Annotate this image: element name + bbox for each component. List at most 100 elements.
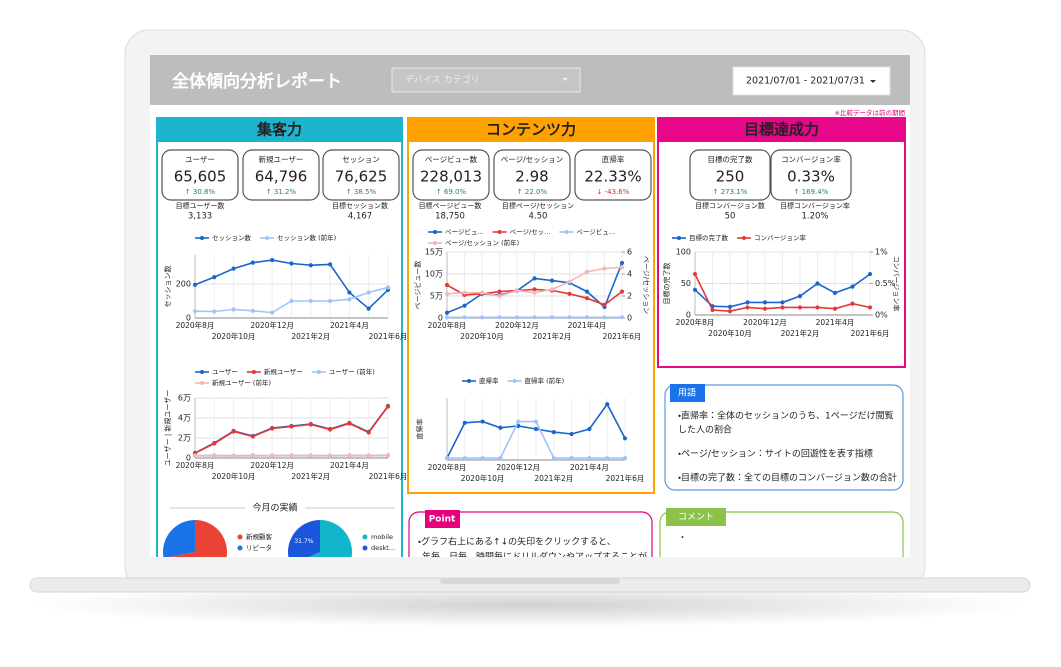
- x-tick-label: 2020年8月: [676, 317, 715, 327]
- kpi-label: 新規ユーザー: [259, 155, 304, 164]
- data-point: [385, 285, 391, 290]
- legend-label: deskt...: [371, 544, 395, 552]
- data-point: [584, 269, 590, 274]
- data-point: [462, 315, 467, 320]
- data-point: [366, 306, 371, 311]
- glossary-box: [664, 384, 904, 491]
- data-point: [498, 456, 503, 461]
- data-point: [498, 425, 503, 430]
- data-point: [569, 456, 574, 461]
- kpi-card: [242, 149, 320, 201]
- data-point: [444, 310, 450, 315]
- target-value: 3,133: [188, 212, 212, 222]
- x-tick-label: 2021年4月: [570, 462, 609, 472]
- legend-dot: [742, 236, 746, 240]
- data-point: [366, 453, 371, 458]
- data-point: [619, 260, 625, 266]
- data-point: [584, 289, 590, 294]
- kpi-change: ↑ 22.0%: [517, 188, 548, 196]
- glossary-line: ・直帰率：全体のセッションのうち、1ページだけ閲覧: [678, 410, 894, 422]
- x-tick-label: 2020年12月: [250, 320, 294, 330]
- legend-label: セッション数: [212, 233, 252, 242]
- data-point: [270, 426, 275, 431]
- y-tick-label: 0: [186, 454, 191, 463]
- data-point: [567, 279, 572, 284]
- kpi-change: ↑ 31.2%: [266, 188, 297, 196]
- date-arrow: [870, 80, 876, 83]
- data-point: [289, 298, 294, 304]
- legend-dot: [316, 370, 321, 374]
- kpi-change: ↑ 38.5%: [346, 188, 377, 196]
- data-point: [289, 261, 294, 266]
- pie-slice: [168, 520, 227, 557]
- data-point: [832, 306, 838, 311]
- data-point: [366, 430, 371, 435]
- legend-dot: [200, 236, 204, 240]
- comment-box: [659, 511, 904, 557]
- data-point: [516, 419, 521, 424]
- data-point: [347, 421, 352, 426]
- data-point: [497, 289, 502, 294]
- laptop-notch: [440, 578, 620, 584]
- pies-title: 今月の実績: [252, 502, 297, 514]
- point-line: 年毎、日毎、時間毎にドリルダウンやアップすることが: [422, 551, 647, 563]
- x-tick-label: 2021年6月: [606, 473, 645, 483]
- target-value: 4.50: [529, 212, 548, 222]
- legend-label: 新規ユーザー: [264, 367, 303, 376]
- legend-dot: [237, 545, 243, 551]
- legend-dot: [362, 545, 368, 551]
- data-point: [602, 266, 607, 271]
- data-point: [549, 278, 555, 283]
- y-tick-label: 200: [176, 279, 191, 288]
- y2-tick-label: 0: [627, 314, 632, 323]
- filter-dropdown[interactable]: [391, 67, 581, 93]
- target-value: 50: [725, 212, 736, 222]
- x-tick-label: 2020年8月: [176, 320, 215, 330]
- date-picker[interactable]: [732, 66, 891, 96]
- y-axis-label: ユーザー | 新規ユーザー: [163, 390, 172, 467]
- target-label: 目標セッション数: [332, 201, 388, 210]
- legend-dot: [677, 236, 681, 240]
- data-point: [212, 453, 217, 458]
- data-point: [551, 456, 556, 461]
- legend-item: 直帰率: [462, 376, 499, 385]
- data-point: [497, 293, 502, 299]
- data-point: [867, 271, 873, 277]
- data-point: [270, 453, 275, 459]
- data-point: [212, 309, 217, 314]
- data-point: [602, 315, 607, 320]
- x-tick-label: 2021年6月: [369, 471, 408, 481]
- data-point: [328, 427, 333, 432]
- legend-label: ユーザー (前年): [329, 367, 375, 376]
- slice-label: 31.7%: [294, 538, 313, 545]
- data-point: [192, 282, 198, 287]
- legend-dot: [512, 379, 517, 383]
- x-tick-label: 2021年4月: [330, 460, 369, 470]
- target-label: 目標ページ/セッション: [502, 201, 574, 210]
- point-tab: [425, 510, 460, 528]
- legend-item: ページビュ...: [428, 227, 484, 236]
- data-point: [212, 441, 217, 446]
- data-point: [308, 422, 313, 427]
- data-point: [619, 265, 625, 270]
- y-tick-label: 10万: [425, 270, 443, 279]
- data-point: [584, 315, 590, 320]
- x-tick-label: 2020年10月: [460, 331, 504, 341]
- legend-item: ユーザー: [195, 368, 238, 376]
- glossary-tab: [670, 384, 705, 402]
- x-tick-label: 2021年6月: [603, 331, 642, 341]
- legend-item: コンバージョン率: [737, 234, 806, 242]
- x-tick-label: 2021年4月: [568, 320, 607, 330]
- target-label: 目標ユーザー数: [176, 201, 225, 210]
- data-point: [762, 306, 768, 311]
- data-point: [347, 453, 352, 458]
- kpi-change: ↑ 69.0%: [436, 188, 467, 196]
- legend-dot: [200, 370, 204, 374]
- data-point: [250, 434, 255, 439]
- glossary-line: した人の割合: [678, 424, 732, 436]
- data-point: [569, 431, 574, 437]
- legend-dot: [467, 379, 471, 383]
- data-point: [444, 291, 450, 296]
- data-point: [462, 303, 467, 308]
- data-point: [605, 456, 610, 461]
